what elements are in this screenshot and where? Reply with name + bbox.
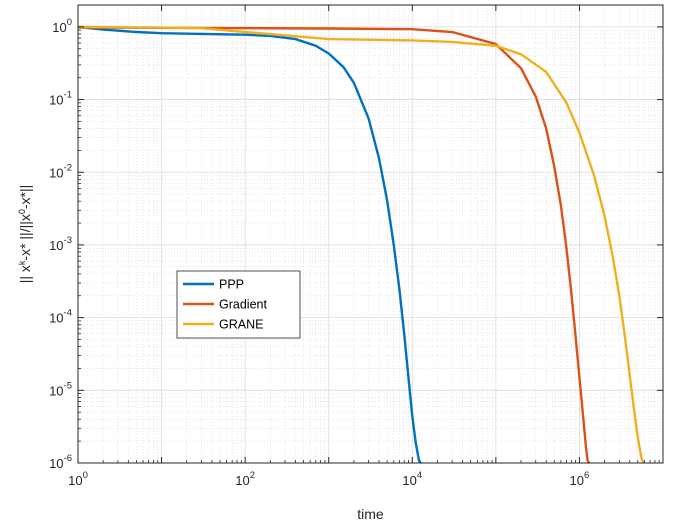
legend-label-ppp: PPP	[219, 278, 244, 292]
series-line-ppp	[78, 25, 423, 463]
y-tick-label: 10-3	[49, 235, 72, 253]
legend-label-gradient: Gradient	[219, 298, 267, 312]
y-axis-label: || xk-x* ||/||x0-x*||	[17, 185, 33, 284]
axis-ticks	[77, 5, 664, 464]
legend-label-grane: GRANE	[219, 318, 263, 332]
x-tick-label: 102	[235, 470, 255, 488]
y-tick-label: 100	[52, 17, 72, 35]
y-tick-label: 10-6	[49, 453, 72, 471]
series-layer	[78, 25, 645, 463]
y-tick-label: 10-5	[49, 380, 72, 398]
axes-box	[77, 4, 664, 464]
x-tick-label: 100	[68, 470, 88, 488]
legend: PPP Gradient GRANE	[176, 270, 301, 339]
minor-grid	[78, 5, 663, 463]
y-tick-label: 10-1	[49, 90, 72, 108]
series-line-grane	[78, 25, 645, 463]
x-axis-label: time	[357, 506, 384, 522]
tick-labels: 100 102 104 106 100 10-1 10-2 10-3 10-4 10-5 10-6	[49, 17, 589, 488]
x-tick-label: 106	[570, 470, 590, 488]
y-tick-label: 10-2	[49, 162, 72, 180]
plot-area	[78, 5, 663, 463]
legend-item-grane: GRANE	[183, 318, 263, 332]
x-tick-label: 104	[402, 470, 422, 488]
y-tick-label: 10-4	[49, 308, 72, 326]
legend-item-gradient: Gradient	[183, 298, 267, 312]
series-line-gradient	[78, 26, 591, 463]
legend-item-ppp: PPP	[183, 278, 244, 292]
